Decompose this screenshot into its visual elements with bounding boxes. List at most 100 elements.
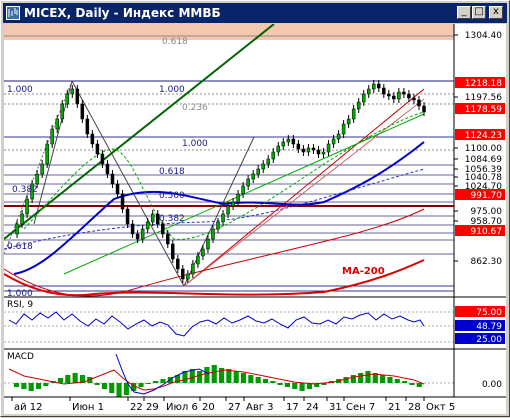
price-label-text: 1024.70 xyxy=(465,182,502,192)
macd-bar xyxy=(35,383,42,389)
ma200-label: MA-200 xyxy=(342,266,385,277)
candle-body xyxy=(256,168,260,175)
maximize-icon: □ xyxy=(474,6,484,17)
candle-body xyxy=(361,93,366,103)
candle-body xyxy=(201,248,205,257)
rsi-title: RSI, 9 xyxy=(7,300,33,310)
title-bar[interactable]: MICEX, Daily - Индекс ММВБ _ □ x xyxy=(3,3,507,23)
macd-bar xyxy=(350,375,356,383)
macd-bar xyxy=(402,381,408,383)
macd-bar xyxy=(358,373,364,383)
candle-body xyxy=(80,103,85,120)
candle-body xyxy=(221,213,225,223)
price-label-text: 1218.18 xyxy=(465,79,502,89)
x-tick-label: 27 xyxy=(228,402,241,413)
candle-body xyxy=(105,163,110,175)
x-tick-label: Сен 7 xyxy=(346,402,375,413)
candle-body xyxy=(130,223,135,235)
candle-body xyxy=(95,143,100,155)
macd-bar xyxy=(94,383,100,385)
macd-bar xyxy=(292,383,298,389)
chart-canvas[interactable]: 1.000 1.000 0.236 1.000 0.618 0.500 0.38… xyxy=(3,23,506,414)
x-tick-label: Окт 5 xyxy=(426,402,455,413)
candle-body xyxy=(171,243,175,260)
rsi-level-text: 25.00 xyxy=(476,335,502,345)
macd-bar xyxy=(387,377,393,383)
candle-body xyxy=(120,193,125,210)
candle-body xyxy=(311,147,316,151)
candle-body xyxy=(417,99,421,107)
macd-bar xyxy=(262,379,269,383)
candle-body xyxy=(387,93,391,97)
macd-bar xyxy=(204,367,210,383)
macd-bar xyxy=(233,371,239,383)
chart-area[interactable]: 1.000 1.000 0.236 1.000 0.618 0.500 0.38… xyxy=(3,23,506,414)
price-label: 1024.70 xyxy=(454,182,502,192)
macd-bar xyxy=(175,375,181,383)
candle-body xyxy=(246,178,250,187)
macd-bar xyxy=(284,383,291,387)
candle-body xyxy=(145,221,150,230)
macd-bar xyxy=(145,383,151,384)
macd-bar xyxy=(416,383,422,387)
macd-bar xyxy=(109,383,115,393)
candle-body xyxy=(422,105,426,113)
close-button[interactable]: x xyxy=(489,6,503,19)
candle-body xyxy=(160,223,165,235)
macd-bar xyxy=(380,375,386,383)
ma-blue-dashed xyxy=(3,168,425,250)
x-tick-label: 28 xyxy=(408,402,421,413)
fib-label: 0.618 xyxy=(162,37,188,47)
x-tick-label: Июл 6 xyxy=(166,402,198,413)
macd-pane: MACD xyxy=(4,348,506,397)
macd-bar xyxy=(65,375,71,383)
candle-body xyxy=(306,147,311,153)
macd-bar xyxy=(57,378,64,383)
candle-body xyxy=(286,138,291,143)
candles xyxy=(15,80,426,283)
candle-body xyxy=(377,83,381,89)
macd-bar xyxy=(138,383,144,387)
x-tick-label: 22 xyxy=(130,402,143,413)
level-lines xyxy=(4,35,454,292)
fib-label: 1.000 xyxy=(182,139,208,149)
rsi-pane: RSI, 9 xyxy=(4,296,506,343)
candle-body xyxy=(40,163,44,175)
candle-body xyxy=(291,138,296,145)
fib-label: 1.000 xyxy=(7,289,33,299)
x-tick-label: Июн 1 xyxy=(72,402,104,413)
candle-body xyxy=(150,213,155,223)
price-label-text: 1124.23 xyxy=(465,131,502,141)
price-label: 862.30 xyxy=(454,257,502,267)
candle-body xyxy=(296,143,301,150)
candle-body xyxy=(110,173,115,185)
macd-bar xyxy=(116,383,122,397)
candle-body xyxy=(402,91,406,95)
macd-bar xyxy=(153,381,159,383)
price-label: 1197.56 xyxy=(454,93,502,103)
price-label: 1124.23 xyxy=(455,129,505,141)
macd-bar xyxy=(72,373,78,383)
price-label-text: 1084.69 xyxy=(465,155,502,165)
macd-bar xyxy=(43,383,49,386)
candle-body xyxy=(75,88,80,105)
price-label-text: 991.70 xyxy=(471,191,503,201)
candle-body xyxy=(55,118,59,130)
macd-bar xyxy=(365,371,371,383)
ma-green-dashed xyxy=(23,111,425,240)
minimize-button[interactable]: _ xyxy=(457,6,471,19)
macd-bar xyxy=(248,375,254,383)
fib-label: 0.500 xyxy=(159,191,185,201)
maximize-button[interactable]: □ xyxy=(472,6,486,19)
rsi-level-text: 75.00 xyxy=(476,308,502,318)
fib-label: 1.000 xyxy=(7,85,33,95)
candle-body xyxy=(45,143,49,165)
macd-bar xyxy=(131,383,137,391)
candle-body xyxy=(366,88,371,95)
candle-body xyxy=(191,263,195,275)
candle-body xyxy=(100,153,105,165)
macd-bar xyxy=(219,368,225,383)
candle-body xyxy=(30,183,34,200)
candle-body xyxy=(211,228,215,240)
